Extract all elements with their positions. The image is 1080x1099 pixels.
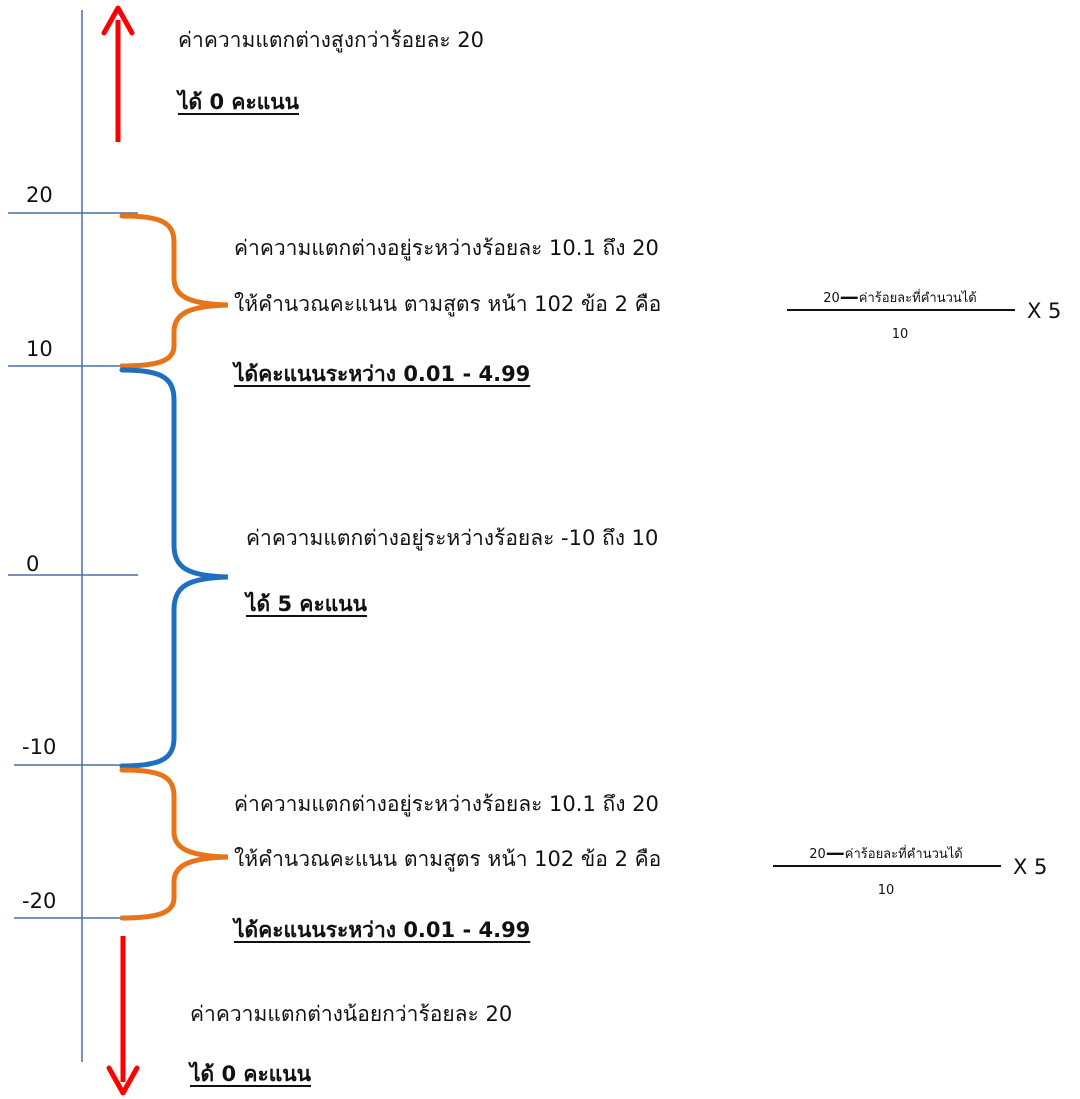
upper-brace: [119, 213, 229, 369]
lower-zone-instruction: ให้คำนวณคะแนน ตามสูตร หน้า 102 ข้อ 2 คือ: [234, 847, 662, 871]
formula-multiplier: X 5: [1027, 299, 1062, 323]
formula-numerator-left: 20: [823, 291, 840, 306]
formula-numerator: 20—ค่าร้อยละที่คำนวนได้: [785, 287, 1015, 309]
middle-brace: [119, 367, 229, 769]
tick-label-minus-20: -20: [22, 889, 57, 913]
tick-label-minus-10: -10: [22, 735, 57, 759]
minus-sign-icon: —: [825, 842, 845, 864]
lower-zone-description: ค่าความแตกต่างอยู่ระหว่างร้อยละ 10.1 ถึง…: [234, 792, 659, 816]
fraction-bar: [773, 865, 1001, 867]
upper-zone-score: ได้คะแนนระหว่าง 0.01 - 4.99: [234, 362, 531, 386]
formula-multiplier: X 5: [1013, 855, 1048, 879]
upper-zone-description: ค่าความแตกต่างอยู่ระหว่างร้อยละ 10.1 ถึง…: [234, 236, 659, 260]
minus-sign-icon: —: [839, 286, 859, 308]
vertical-axis-group: [8, 10, 138, 1062]
up-arrow: [101, 5, 135, 142]
upper-zone-instruction: ให้คำนวณคะแนน ตามสูตร หน้า 102 ข้อ 2 คือ: [234, 292, 662, 316]
down-arrow-head: [106, 1065, 140, 1096]
formula-numerator-right: ค่าร้อยละที่คำนวนได้: [844, 847, 963, 862]
formula-numerator: 20—ค่าร้อยละที่คำนวนได้: [771, 843, 1001, 865]
below-zone-score: ได้ 0 คะแนน: [190, 1062, 312, 1086]
formula-denominator: 10: [891, 327, 909, 342]
middle-zone-description: ค่าความแตกต่างอยู่ระหว่างร้อยละ -10 ถึง …: [246, 526, 659, 550]
tick-label-10: 10: [26, 337, 53, 361]
below-zone-description: ค่าความแตกต่างน้อยกว่าร้อยละ 20: [190, 1002, 513, 1026]
fraction-bar: [787, 309, 1015, 311]
above-zone-description: ค่าความแตกต่างสูงกว่าร้อยละ 20: [178, 28, 484, 52]
formula-numerator-left: 20: [809, 847, 826, 862]
above-zone-score: ได้ 0 คะแนน: [178, 90, 300, 114]
lower-zone-score: ได้คะแนนระหว่าง 0.01 - 4.99: [234, 918, 531, 942]
down-arrow: [106, 936, 140, 1096]
lower-brace: [119, 767, 229, 921]
formula-numerator-right: ค่าร้อยละที่คำนวนได้: [858, 291, 977, 306]
tick-label-0: 0: [26, 552, 40, 576]
up-arrow-head: [101, 5, 135, 36]
tick-label-20: 20: [26, 183, 53, 207]
middle-zone-score: ได้ 5 คะแนน: [246, 592, 368, 616]
formula-denominator: 10: [877, 883, 895, 898]
